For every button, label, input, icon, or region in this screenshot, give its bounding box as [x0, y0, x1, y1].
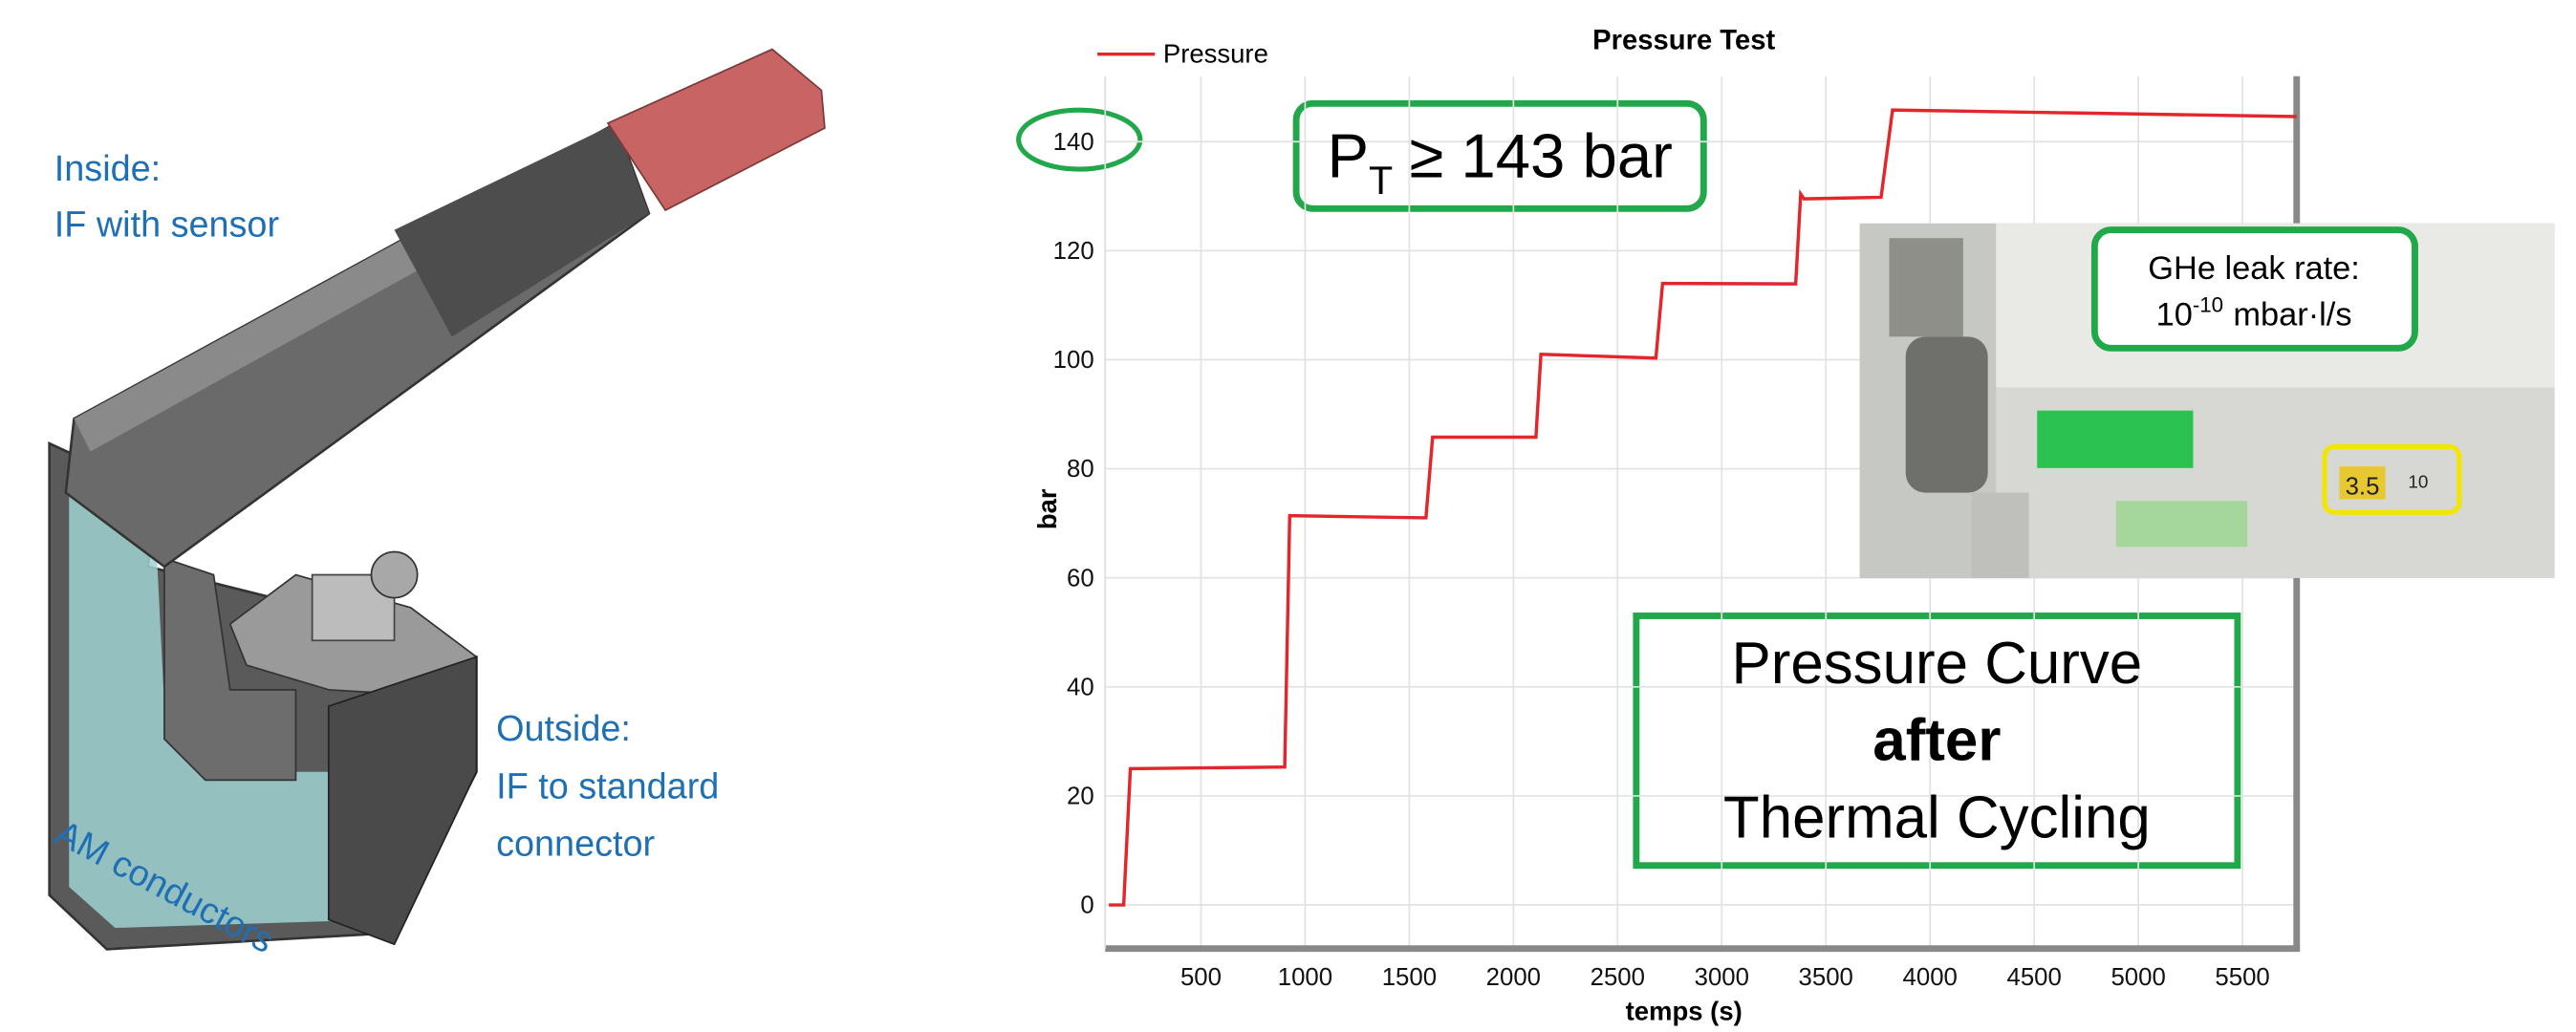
photo-display-text: 10	[2408, 472, 2428, 492]
leak-rate-box	[2090, 226, 2418, 352]
x-tick-label: 5500	[2215, 964, 2269, 991]
annotation: Pressure Curve	[1731, 631, 2142, 697]
label: IF to standard	[496, 766, 719, 806]
x-tick-label: 1500	[1382, 964, 1437, 991]
photo-sticker	[2037, 410, 2194, 468]
annotation: 10-10 mbar·l/s	[2156, 293, 2352, 333]
annotation: after	[1872, 708, 2001, 774]
x-tick-label: 500	[1180, 964, 1222, 991]
photo-device	[1971, 492, 2029, 578]
annotation-part: T	[1369, 159, 1393, 203]
annotation-part: P	[1328, 121, 1370, 191]
photo-highlight	[2322, 443, 2462, 515]
y-tick-label: 120	[1053, 238, 1094, 265]
photo-device	[1905, 336, 1988, 493]
legend-label: Pressure	[1163, 38, 1268, 68]
x-tick-label: 3500	[1799, 964, 1853, 991]
line-series	[1109, 108, 2297, 907]
threshold-box	[1292, 99, 1707, 212]
label: Outside:	[496, 709, 631, 749]
caption-box	[1633, 613, 2241, 870]
x-tick-label: 1000	[1278, 964, 1332, 991]
y-tick-label: 80	[1067, 456, 1094, 483]
y-tick-label: 140	[1053, 129, 1094, 156]
label: IF with sensor	[54, 204, 279, 245]
label: Inside:	[54, 149, 161, 189]
annotation-part: mbar·l/s	[2233, 296, 2351, 333]
y-tick-label: 60	[1067, 565, 1094, 591]
x-tick-label: 4000	[1903, 964, 1958, 991]
chart-title: Pressure Test	[1592, 26, 1775, 56]
photo-display-text: 3.5	[2346, 473, 2380, 500]
y-tick-label: 40	[1067, 674, 1094, 700]
x-tick-label: 5000	[2111, 964, 2165, 991]
y-tick-label: 100	[1053, 347, 1094, 374]
y-axis-label: bar	[1032, 488, 1062, 529]
annotation-part: ≥ 143 bar	[1409, 121, 1672, 191]
annotation: GHe leak rate:	[2148, 250, 2360, 287]
label: connector	[496, 824, 655, 864]
x-axis-label: temps (s)	[1626, 996, 1743, 1025]
photo-display	[2339, 466, 2386, 500]
x-tick-label: 2000	[1486, 964, 1541, 991]
photo-lcd	[2115, 501, 2248, 548]
tick-highlight	[1016, 107, 1143, 172]
annotation: Thermal Cycling	[1723, 785, 2151, 851]
x-tick-label: 3000	[1695, 964, 1749, 991]
x-tick-label: 2500	[1591, 964, 1645, 991]
y-tick-label: 20	[1067, 784, 1094, 810]
cad-illustration	[48, 48, 826, 951]
photo-device	[1889, 238, 1963, 337]
annotation: PT ≥ 143 bar	[1328, 121, 1673, 203]
plot-annotations	[1016, 99, 2241, 870]
annotation-part: -10	[2193, 293, 2223, 317]
x-tick-label: 4500	[2007, 964, 2062, 991]
annotation-part: 10	[2156, 296, 2193, 333]
y-tick-label: 0	[1080, 892, 1093, 919]
